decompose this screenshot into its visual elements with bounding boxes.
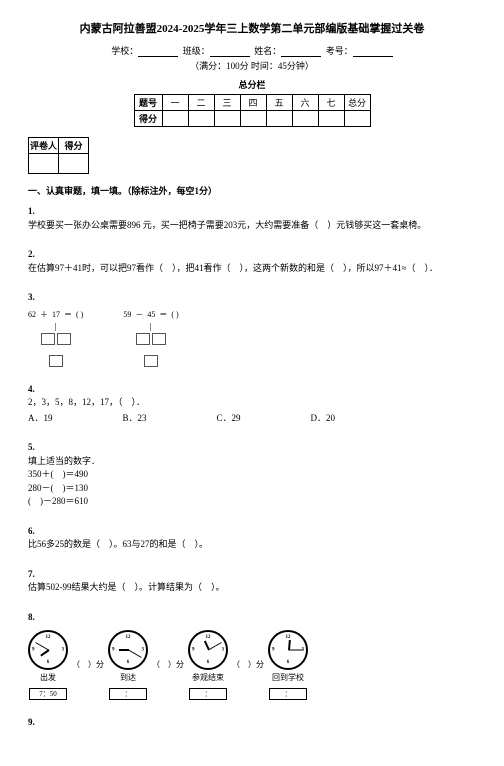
q8-num: 8. (28, 611, 476, 625)
q4-opt-d: D．20 (311, 412, 336, 426)
school-label: 学校： (111, 46, 138, 56)
q4-num: 4. (28, 383, 476, 397)
q5-line1: 350＋( )＝490 (28, 468, 476, 482)
col-3: 三 (214, 95, 240, 111)
clock-1-time: 7：50 (29, 688, 67, 700)
q9-num: 9. (28, 716, 476, 730)
clock-face-icon: 12369 (108, 630, 148, 670)
q3-res2: ( ) (171, 309, 178, 321)
q3-num: 3. (28, 291, 476, 305)
score-header: 总分栏 (28, 78, 476, 91)
section-1-title: 一、认真审题，填一填。（除标注外，每空1分） (28, 184, 476, 197)
clock-3: 12369 参观结束 ： (188, 630, 228, 700)
page-title: 内蒙古阿拉善盟2024-2025学年三上数学第二单元部编版基础掌握过关卷 (28, 20, 476, 36)
clock-1: 12369 出发 7：50 (28, 630, 68, 700)
question-8: 8. 12369 出发 7：50 （ ）分 12369 到达 ： （ ）分 12… (28, 611, 476, 701)
q4-opt-c: C．29 (217, 412, 241, 426)
school-blank (138, 48, 178, 57)
question-7: 7. 估算502-99结果大约是（ ）。计算结果为（ ）。 (28, 568, 476, 595)
question-6: 6. 比56多25的数是（ ）。63与27的和是（ ）。 (28, 525, 476, 552)
q5-line3: ( )－280＝610 (28, 495, 476, 509)
clock-face-icon: 12369 (188, 630, 228, 670)
clock-4: 12369 回到学校 ： (268, 630, 308, 700)
q3-expr-1: 62＋ 17＝ ( ) (28, 309, 83, 367)
col-7: 七 (318, 95, 344, 111)
col-total: 总分 (344, 95, 370, 111)
q3-b: 17 (52, 309, 60, 321)
meta-line: 学校： 班级： 姓名： 考号： (28, 44, 476, 57)
q3-a: 62 (28, 309, 36, 321)
clock-face-icon: 12369 (268, 630, 308, 670)
q5-line2: 280－( )＝130 (28, 482, 476, 496)
q4-opt-a: A．19 (28, 412, 53, 426)
q6-num: 6. (28, 525, 476, 539)
q2-text: 在估算97＋41时，可以把97看作（ ），把41看作（ ），这两个新数的和是（ … (28, 263, 438, 273)
table-row: 题号 一 二 三 四 五 六 七 总分 (134, 95, 370, 111)
q3-b2: 45 (147, 309, 155, 321)
grader-table: 评卷人 得分 (28, 137, 89, 174)
question-2: 2. 在估算97＋41时，可以把97看作（ ），把41看作（ ），这两个新数的和… (28, 248, 476, 275)
col-label: 题号 (134, 95, 162, 111)
question-9: 9. (28, 716, 476, 730)
clock-2: 12369 到达 ： (108, 630, 148, 700)
gap-2: （ ）分 (152, 659, 184, 671)
q1-text: 学校要买一张办公桌需要896 元，买一把椅子需要203元，大约需要准备（ ）元钱… (28, 220, 426, 230)
clock-3-time: ： (189, 688, 227, 700)
clock-face-icon: 12369 (28, 630, 68, 670)
question-5: 5. 填上适当的数字． 350＋( )＝490 280－( )＝130 ( )－… (28, 441, 476, 509)
name-label: 姓名： (254, 46, 281, 56)
table-row (29, 154, 89, 174)
q5-heading: 填上适当的数字． (28, 455, 476, 469)
col-5: 五 (266, 95, 292, 111)
question-1: 1. 学校要买一张办公桌需要896 元，买一把椅子需要203元，大约需要准备（ … (28, 205, 476, 232)
name-blank (281, 48, 321, 57)
gap-1: （ ）分 (72, 659, 104, 671)
q4-opt-b: B．23 (123, 412, 147, 426)
question-3: 3. 62＋ 17＝ ( ) 59－ 45＝ ( ) (28, 291, 476, 367)
clock-3-caption: 参观结束 (192, 672, 224, 684)
examno-blank (353, 48, 393, 57)
q7-num: 7. (28, 568, 476, 582)
col-6: 六 (292, 95, 318, 111)
score-label: 得分 (59, 138, 89, 154)
q4-text: 2，3，5，8，12，17，（ ）． (28, 397, 145, 407)
q5-num: 5. (28, 441, 476, 455)
clock-2-time: ： (109, 688, 147, 700)
clock-2-caption: 到达 (120, 672, 136, 684)
q3-expr-2: 59－ 45＝ ( ) (123, 309, 178, 367)
col-4: 四 (240, 95, 266, 111)
q1-num: 1. (28, 205, 476, 219)
row-label: 得分 (134, 111, 162, 127)
class-label: 班级： (183, 46, 210, 56)
question-4: 4. 2，3，5，8，12，17，（ ）． A．19 B．23 C．29 D．2… (28, 383, 476, 426)
table-row: 评卷人 得分 (29, 138, 89, 154)
clock-4-time: ： (269, 688, 307, 700)
clock-4-caption: 回到学校 (272, 672, 304, 684)
exam-info: （满分：100分 时间：45分钟） (28, 59, 476, 72)
q6-text: 比56多25的数是（ ）。63与27的和是（ ）。 (28, 539, 208, 549)
col-1: 一 (162, 95, 188, 111)
class-blank (210, 48, 250, 57)
q7-text: 估算502-99结果大约是（ ）。计算结果为（ ）。 (28, 582, 225, 592)
examno-label: 考号： (326, 46, 353, 56)
q3-a2: 59 (123, 309, 131, 321)
score-table: 题号 一 二 三 四 五 六 七 总分 得分 (134, 94, 371, 127)
clock-1-caption: 出发 (40, 672, 56, 684)
q2-num: 2. (28, 248, 476, 262)
grader-label: 评卷人 (29, 138, 59, 154)
col-2: 二 (188, 95, 214, 111)
q3-res: ( ) (76, 309, 83, 321)
gap-3: （ ）分 (232, 659, 264, 671)
table-row: 得分 (134, 111, 370, 127)
